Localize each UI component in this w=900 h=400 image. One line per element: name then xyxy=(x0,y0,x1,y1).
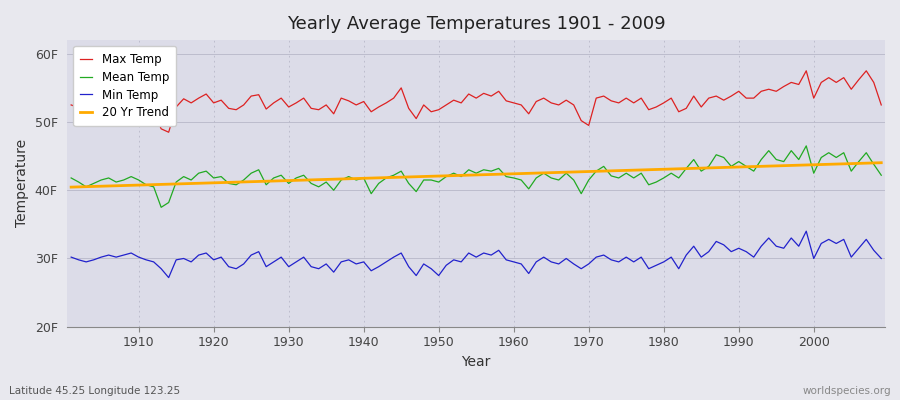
Min Temp xyxy=(126,251,137,256)
Mean Temp xyxy=(516,178,526,182)
Y-axis label: Temperature: Temperature xyxy=(15,139,29,228)
20 Yr Trend xyxy=(126,183,137,188)
Line: 20 Yr Trend: 20 Yr Trend xyxy=(71,163,881,187)
Max Temp xyxy=(343,98,354,103)
20 Yr Trend xyxy=(291,178,302,183)
Mean Temp xyxy=(343,174,354,179)
X-axis label: Year: Year xyxy=(462,355,490,369)
Legend: Max Temp, Mean Temp, Min Temp, 20 Yr Trend: Max Temp, Mean Temp, Min Temp, 20 Yr Tre… xyxy=(73,46,176,126)
Max Temp xyxy=(163,130,174,135)
20 Yr Trend xyxy=(508,171,519,176)
Max Temp xyxy=(508,100,519,105)
Mean Temp xyxy=(508,176,519,180)
20 Yr Trend xyxy=(598,169,609,174)
20 Yr Trend xyxy=(500,172,511,176)
Min Temp xyxy=(298,255,309,260)
Mean Temp xyxy=(606,174,616,178)
Min Temp xyxy=(343,258,354,262)
Mean Temp xyxy=(126,174,137,179)
20 Yr Trend xyxy=(336,176,346,181)
Max Temp xyxy=(801,68,812,73)
Text: Latitude 45.25 Longitude 123.25: Latitude 45.25 Longitude 123.25 xyxy=(9,386,180,396)
20 Yr Trend xyxy=(66,185,77,190)
Line: Min Temp: Min Temp xyxy=(71,231,881,278)
Min Temp xyxy=(163,275,174,280)
Mean Temp xyxy=(156,205,166,210)
20 Yr Trend xyxy=(876,160,886,165)
Min Temp xyxy=(66,255,77,260)
Min Temp xyxy=(508,260,519,264)
Mean Temp xyxy=(876,173,886,178)
Min Temp xyxy=(801,229,812,234)
Mean Temp xyxy=(66,176,77,180)
Max Temp xyxy=(298,96,309,100)
Mean Temp xyxy=(801,144,812,148)
Min Temp xyxy=(876,256,886,261)
Min Temp xyxy=(516,262,526,266)
Title: Yearly Average Temperatures 1901 - 2009: Yearly Average Temperatures 1901 - 2009 xyxy=(287,15,665,33)
Max Temp xyxy=(66,102,77,107)
Max Temp xyxy=(876,102,886,107)
Min Temp xyxy=(606,258,616,262)
Line: Mean Temp: Mean Temp xyxy=(71,146,881,207)
Line: Max Temp: Max Temp xyxy=(71,71,881,132)
Text: worldspecies.org: worldspecies.org xyxy=(803,386,891,396)
Max Temp xyxy=(126,98,137,102)
Max Temp xyxy=(516,102,526,107)
Mean Temp xyxy=(298,173,309,178)
Max Temp xyxy=(606,98,616,103)
